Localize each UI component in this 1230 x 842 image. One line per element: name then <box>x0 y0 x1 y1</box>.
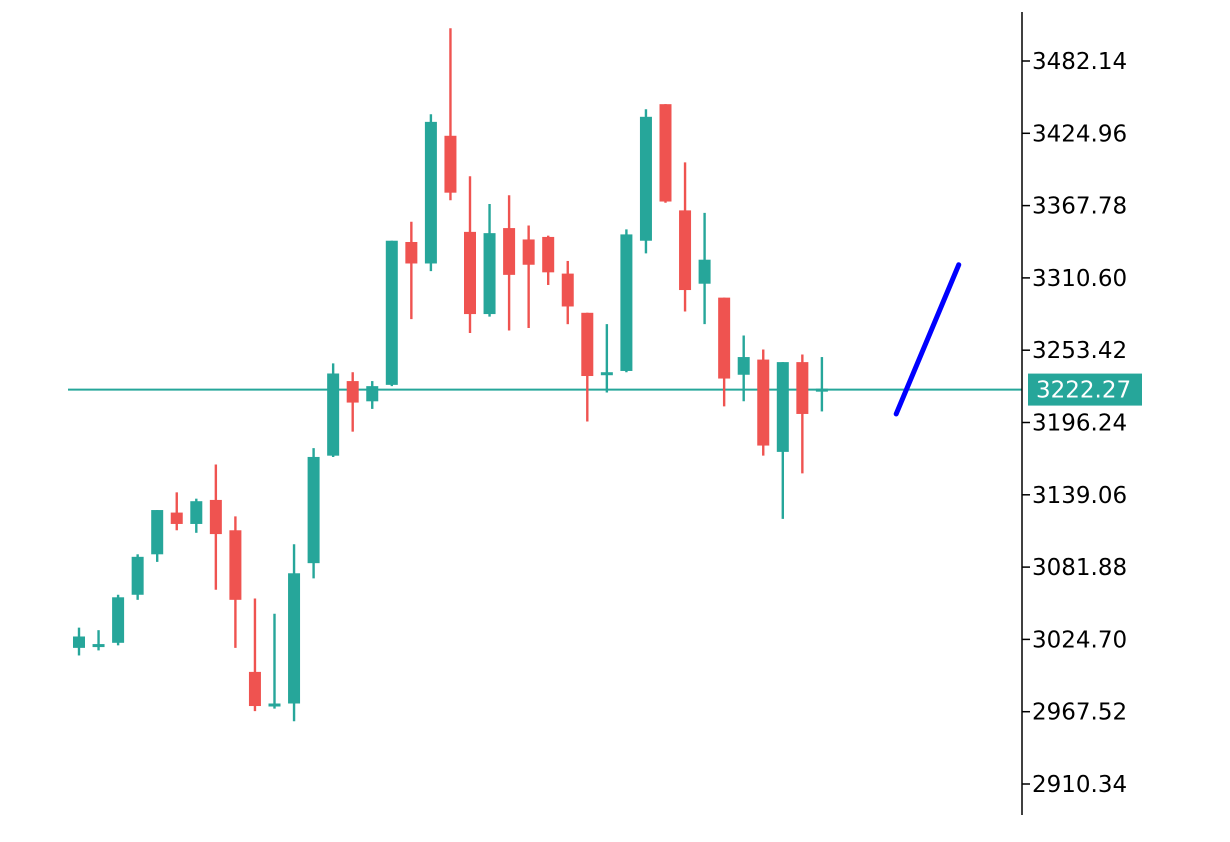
candle-body <box>796 362 809 414</box>
trend-line-group <box>893 262 962 417</box>
candle <box>464 176 476 334</box>
price-tick-label: 3424.96 <box>1032 121 1127 147</box>
candle <box>561 260 574 325</box>
candle <box>718 297 731 407</box>
candle-body <box>424 121 437 264</box>
candle <box>737 335 750 402</box>
price-tick-label: 3482.14 <box>1032 49 1127 75</box>
candle-body <box>757 359 770 446</box>
price-axis: 3482.14 3424.96 3367.78 3310.60 3253.42 3196.… <box>1021 12 1142 815</box>
current-price-label: 3222.27 <box>1036 378 1131 404</box>
candle <box>600 324 613 393</box>
candle <box>288 544 301 722</box>
candle-body <box>718 297 731 379</box>
candle-body <box>737 357 750 375</box>
candle-body <box>600 372 613 376</box>
candle <box>620 229 633 373</box>
candle <box>248 598 261 712</box>
candle <box>405 221 418 320</box>
candle-body <box>229 530 242 600</box>
candle <box>542 235 555 285</box>
current-price-badge: 3222.27 <box>1028 373 1142 406</box>
trend-line[interactable] <box>893 262 962 417</box>
price-tick-label: 3024.70 <box>1032 627 1127 653</box>
candle <box>679 162 692 312</box>
candle-body <box>385 240 398 385</box>
candle <box>229 516 242 648</box>
candle-body <box>503 228 516 275</box>
candle <box>190 498 203 533</box>
candle-body <box>248 671 261 707</box>
price-tick-label: 3310.60 <box>1032 266 1127 292</box>
candle <box>92 630 105 651</box>
candle-body <box>659 104 672 202</box>
candle <box>385 240 398 387</box>
candle-body <box>464 231 476 315</box>
candle-body <box>92 644 105 648</box>
candle <box>815 357 828 412</box>
candle-body <box>522 239 535 265</box>
candle-body <box>151 510 164 555</box>
candle-body <box>776 362 789 452</box>
candle <box>112 594 125 646</box>
candle <box>639 109 652 254</box>
candle-body <box>815 388 828 392</box>
price-tick-label: 3081.88 <box>1032 555 1127 581</box>
price-tick-label: 3253.42 <box>1032 338 1127 364</box>
candle-body <box>405 241 418 264</box>
candle-body <box>444 135 457 193</box>
candle <box>444 28 457 201</box>
candle-body <box>581 312 594 377</box>
candle <box>581 312 594 422</box>
candle <box>796 354 809 474</box>
candle-body <box>170 512 183 524</box>
candle-body <box>190 501 203 524</box>
candle-body <box>307 456 320 564</box>
candle-body <box>639 116 652 241</box>
candle <box>424 114 437 272</box>
candle <box>131 554 144 600</box>
candle <box>503 195 516 331</box>
candle <box>151 510 164 562</box>
candle-body <box>561 273 574 307</box>
candle <box>776 362 789 519</box>
price-tick-label: 3367.78 <box>1032 194 1127 220</box>
candle <box>170 492 183 531</box>
candle <box>483 204 496 317</box>
candle-body <box>268 703 281 707</box>
candle-body <box>542 236 555 273</box>
candle <box>757 349 770 456</box>
price-tick-label: 2967.52 <box>1032 700 1127 726</box>
candle <box>327 363 340 457</box>
price-tick-label: 2910.34 <box>1032 772 1127 798</box>
candle-body <box>679 210 692 291</box>
candle <box>268 613 281 709</box>
candle-body <box>483 233 496 315</box>
candle-body <box>131 556 144 595</box>
current-price-badge-bg <box>1028 373 1142 406</box>
candles-group <box>73 28 828 722</box>
candle-body <box>73 636 85 648</box>
candle-body <box>327 373 340 456</box>
candle <box>698 212 711 325</box>
candle <box>659 104 672 203</box>
candle-body <box>112 597 125 643</box>
candle <box>209 464 222 590</box>
candle-body <box>366 386 379 402</box>
candle-body <box>288 573 301 704</box>
candle <box>522 225 535 328</box>
candle-body <box>346 381 359 403</box>
candle <box>73 627 85 656</box>
candle <box>307 448 320 579</box>
price-tick-label: 3196.24 <box>1032 411 1127 437</box>
candle-body <box>698 259 711 284</box>
price-tick-label: 3139.06 <box>1032 483 1127 509</box>
candle-body <box>620 234 633 371</box>
candle <box>346 372 359 432</box>
candle <box>366 381 379 409</box>
candle-body <box>209 499 222 535</box>
